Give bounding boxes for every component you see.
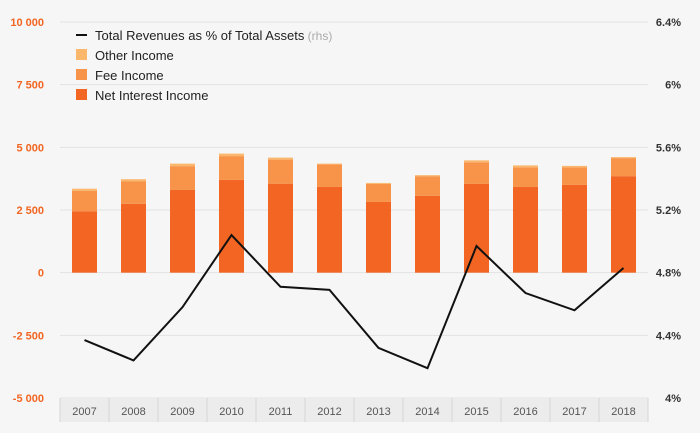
bar-fee-income-2008	[121, 181, 146, 204]
left-tick-label: 5 000	[16, 142, 44, 154]
bar-other-income-2018	[611, 157, 636, 159]
x-tick-label: 2008	[121, 406, 145, 418]
bar-net-interest-income-2007	[72, 211, 97, 273]
bar-other-income-2009	[170, 163, 195, 167]
left-tick-label: 7 500	[16, 80, 44, 92]
bar-net-interest-income-2015	[464, 183, 489, 273]
right-tick-label: 4.8%	[656, 268, 681, 280]
left-tick-label: 10 000	[10, 17, 44, 29]
right-axis: 6.4% 6% 5.6% 5.2% 4.8% 4.4% 4%	[656, 17, 681, 405]
x-tick-label: 2012	[317, 406, 341, 418]
legend-swatch	[76, 49, 87, 60]
bar-fee-income-2009	[170, 166, 195, 190]
right-tick-label: 6.4%	[656, 17, 681, 29]
legend-label: Fee Income	[95, 68, 164, 83]
bar-net-interest-income-2017	[562, 184, 587, 273]
bar-other-income-2007	[72, 188, 97, 191]
x-tick-label: 2016	[513, 406, 537, 418]
bar-net-interest-income-2016	[513, 186, 538, 273]
legend-label: Net Interest Income	[95, 88, 208, 103]
bar-fee-income-2007	[72, 190, 97, 212]
bar-net-interest-income-2009	[170, 189, 195, 273]
bar-net-interest-income-2012	[317, 186, 342, 273]
bar-other-income-2017	[562, 165, 587, 168]
x-tick-label: 2009	[170, 406, 194, 418]
x-tick-label: 2013	[366, 406, 390, 418]
bar-net-interest-income-2018	[611, 176, 636, 273]
x-tick-label: 2017	[562, 406, 586, 418]
left-tick-label: 0	[38, 268, 44, 280]
bars-group	[72, 153, 636, 273]
legend: Total Revenues as % of Total Assets (rhs…	[76, 28, 332, 103]
line-series-group	[84, 233, 625, 370]
left-axis: 10 000 7 500 5 000 2 500 0 -2 500 -5 000	[10, 17, 44, 405]
x-tick-label: 2018	[611, 406, 635, 418]
bar-other-income-2016	[513, 165, 538, 168]
x-axis: 2007 2008 2009 2010 2011 2012 2013 2014 2015 2016…	[59, 398, 649, 422]
bar-net-interest-income-2010	[219, 179, 244, 273]
bar-other-income-2014	[415, 175, 440, 177]
x-tick-label: 2007	[72, 406, 96, 418]
left-tick-label: 2 500	[16, 205, 44, 217]
legend-label: Total Revenues as % of Total Assets (rhs…	[95, 28, 332, 43]
bar-net-interest-income-2014	[415, 195, 440, 273]
x-tick-label: 2015	[464, 406, 488, 418]
left-tick-label: -5 000	[13, 393, 44, 405]
bar-fee-income-2017	[562, 167, 587, 185]
bar-fee-income-2015	[464, 162, 489, 184]
legend-swatch	[76, 69, 87, 80]
bar-other-income-2013	[366, 182, 391, 184]
bar-net-interest-income-2013	[366, 201, 391, 273]
bar-other-income-2010	[219, 153, 244, 157]
bar-fee-income-2013	[366, 183, 391, 202]
bar-fee-income-2012	[317, 164, 342, 187]
bar-other-income-2012	[317, 163, 342, 165]
bar-net-interest-income-2011	[268, 183, 293, 273]
bar-other-income-2011	[268, 157, 293, 160]
left-tick-label: -2 500	[13, 330, 44, 342]
bar-other-income-2008	[121, 179, 146, 182]
bar-fee-income-2010	[219, 156, 244, 180]
x-tick-label: 2010	[219, 406, 243, 418]
right-tick-label: 5.6%	[656, 142, 681, 154]
right-tick-label: 6%	[665, 80, 681, 92]
bar-fee-income-2014	[415, 176, 440, 196]
legend-label: Other Income	[95, 48, 174, 63]
right-tick-label: 4.4%	[656, 330, 681, 342]
right-tick-label: 4%	[665, 393, 681, 405]
bar-net-interest-income-2008	[121, 203, 146, 273]
legend-swatch	[76, 89, 87, 100]
bar-fee-income-2011	[268, 159, 293, 184]
bar-fee-income-2016	[513, 167, 538, 187]
legend-suffix: (rhs)	[304, 29, 332, 43]
x-tick-label: 2011	[269, 406, 293, 418]
bar-fee-income-2018	[611, 158, 636, 177]
bar-other-income-2015	[464, 160, 489, 163]
right-tick-label: 5.2%	[656, 205, 681, 217]
line-total-revenues-pct-assets	[84, 233, 625, 370]
x-tick-label: 2014	[415, 406, 439, 418]
